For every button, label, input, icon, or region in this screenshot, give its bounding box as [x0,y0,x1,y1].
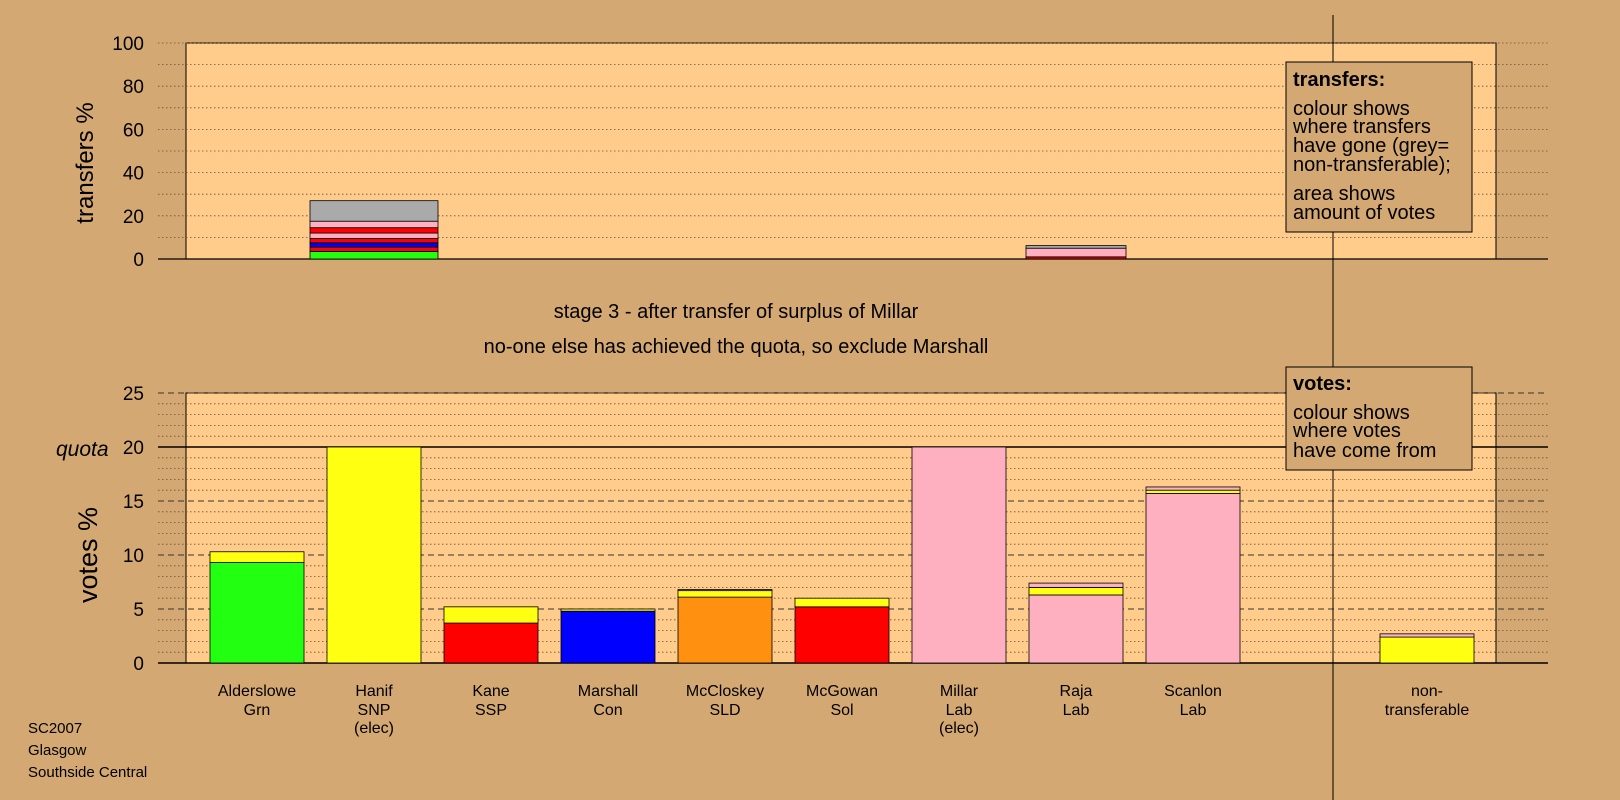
votes-tick-label: 15 [123,492,144,513]
candidate-status: (elec) [939,720,979,737]
transfers-legend-heading: transfers: [1293,69,1385,91]
vote-bar-segment [1028,582,1124,588]
vote-bar-segment [677,596,773,664]
stage-title: stage 3 - after transfer of surplus of M… [554,301,919,323]
candidate-party: Lab [946,702,973,719]
quota-label: quota [56,438,109,461]
vote-bar-segment [677,589,773,592]
vote-bar-segment [443,622,539,664]
transfers-legend-line: where transfers [1292,116,1431,138]
vote-bar-segment [1145,493,1241,664]
transfer-bar-segment [309,232,439,239]
candidate-party: Lab [1180,702,1207,719]
nontransferable-label: transferable [1385,702,1470,719]
transfer-bar-segment [309,238,439,244]
vote-bar-segment [560,608,656,612]
transfers-legend-line: non-transferable); [1293,154,1451,176]
votes-legend-line: colour shows [1293,402,1410,424]
candidate-party: SNP [358,702,391,719]
transfers-axis-title: transfers % [72,102,99,223]
footer-city: Glasgow [28,742,87,759]
transfers-legend-line: amount of votes [1293,202,1435,224]
candidate-party: Grn [244,702,271,719]
vote-bar-segment [794,606,890,664]
transfer-bar-segment [309,246,439,252]
candidate-name: Kane [472,683,509,700]
transfers-tick-label: 100 [112,34,144,55]
vote-bar-segment [1145,486,1241,491]
transfers-tick-label: 20 [123,207,144,228]
vote-bar-segment [1028,594,1124,664]
transfers-tick-label: 0 [133,250,144,271]
transfers-legend-line: have gone (grey= [1293,135,1449,157]
transfer-bar-segment [309,220,439,229]
footer-year: SC2007 [28,720,82,737]
votes-legend: votes: colour shows where votes have com… [1285,366,1473,471]
transfer-bar-segment [309,227,439,234]
chart-marks: AldersloweGrnHanifSNP(elec)KaneSSPMarsha… [209,15,1475,800]
nontransferable-label: non- [1411,683,1443,700]
candidate-party: SSP [475,702,507,719]
votes-legend-heading: votes: [1293,373,1352,395]
votes-tick-label: 20 [123,438,144,459]
vote-bar-segment [443,606,539,624]
vote-bar-segment [326,446,422,664]
candidate-name: McGowan [806,683,878,700]
transfer-bar-segment [309,251,439,260]
candidate-party: Sol [830,702,853,719]
transfer-bar-segment [309,242,439,248]
footer-constituency: Southside Central [28,764,147,781]
votes-axis-title: votes % [73,507,103,603]
vote-bar-segment [677,590,773,598]
transfers-legend-line: colour shows [1293,98,1410,120]
candidate-status: (elec) [354,720,394,737]
votes-tick-label: 5 [133,600,144,621]
transfer-bar-segment [1025,247,1127,258]
candidate-name: Alderslowe [218,683,296,700]
transfers-legend-box [1285,61,1473,233]
candidate-party: SLD [709,702,740,719]
transfers-legend-line: area shows [1293,183,1395,205]
vote-bar-segment [1028,587,1124,596]
vote-bar-segment [1145,489,1241,494]
vote-bar-segment [209,562,305,664]
vote-bar-segment [560,610,656,664]
transfers-legend: transfers: colour shows where transfers … [1285,61,1473,233]
candidate-name: Marshall [578,683,638,700]
votes-legend-box [1285,366,1473,471]
candidate-party: Con [593,702,622,719]
transfer-bar-segment [1025,245,1127,249]
candidate-name: Scanlon [1164,683,1222,700]
vote-bar-segment [209,551,305,563]
nontransferable-bar-segment [1379,636,1475,664]
transfers-tick-label: 60 [123,120,144,141]
transfers-tick-label: 80 [123,77,144,98]
vote-bar-segment [794,597,890,608]
votes-tick-label: 10 [123,546,144,567]
votes-legend-line: where votes [1292,420,1401,442]
candidate-party: Lab [1063,702,1090,719]
candidate-name: Millar [940,683,979,700]
votes-tick-label: 0 [133,654,144,675]
vote-bar-segment [911,446,1007,664]
votes-legend-line: have come from [1293,440,1436,462]
nontransferable-bar-segment [1379,633,1475,638]
candidate-name: McCloskey [686,683,764,700]
candidate-name: Raja [1060,683,1093,700]
transfer-bar-segment [309,200,439,222]
votes-tick-label: 25 [123,384,144,405]
stage-subtitle: no-one else has achieved the quota, so e… [484,336,989,358]
candidate-name: Hanif [355,683,393,700]
transfers-tick-label: 40 [123,164,144,185]
